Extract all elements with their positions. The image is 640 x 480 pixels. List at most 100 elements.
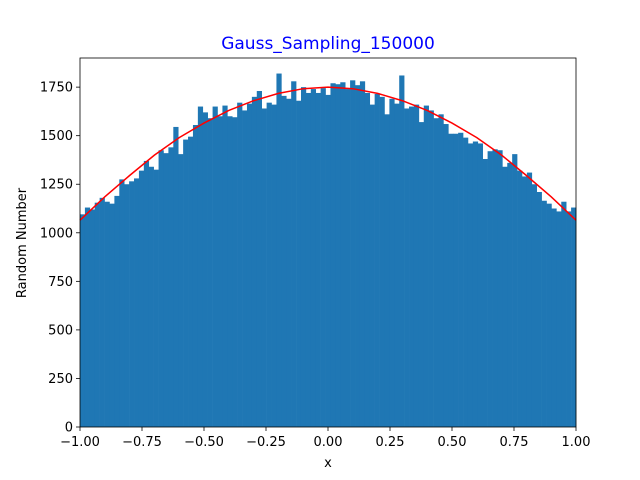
x-axis-ticks: −1.00 −0.75 −0.50 −0.25 0.00 0.25 0.50 0.75 1.00 (60, 427, 590, 450)
histogram-bar (114, 195, 120, 427)
histogram-bar (413, 104, 420, 428)
histogram-bar (104, 201, 110, 427)
histogram-bar (536, 192, 542, 427)
histogram-bar (183, 139, 189, 427)
histogram-bar (507, 162, 513, 427)
x-tick-label: −0.25 (246, 435, 286, 450)
histogram-bar (251, 96, 258, 427)
histogram-bar (286, 98, 292, 427)
histogram-bar (84, 207, 91, 427)
histogram-bar (178, 154, 184, 427)
histogram-bar (467, 143, 474, 427)
histogram-bar (222, 105, 228, 427)
histogram-bar (217, 116, 223, 427)
histogram-bar (521, 176, 528, 427)
histogram-bar (94, 202, 100, 427)
histogram-bar (109, 203, 115, 427)
histogram-bar (531, 184, 538, 427)
histogram-bar (512, 154, 518, 427)
x-tick-label: 0.25 (376, 435, 405, 450)
histogram-bar (551, 208, 557, 427)
histogram-bar (438, 114, 444, 427)
histogram-bar (129, 181, 135, 427)
histogram-bar (138, 170, 145, 427)
histogram-bar (409, 106, 415, 428)
histogram-bar (266, 102, 272, 428)
chart-title: Gauss_Sampling_150000 (221, 34, 435, 54)
histogram-bar (423, 105, 429, 427)
histogram-bar (300, 87, 307, 427)
histogram-bar (202, 112, 208, 427)
histogram-bar (526, 172, 533, 427)
histogram-bar (433, 118, 439, 428)
histogram-bar (482, 158, 488, 428)
histogram-bar (359, 81, 366, 427)
histogram-bar (276, 73, 282, 427)
histogram-bar (227, 116, 233, 427)
gaussian-fit-curve (79, 86, 577, 221)
histogram-bar (394, 103, 400, 427)
histogram-bar (541, 200, 547, 427)
histogram-bar (99, 197, 105, 427)
histogram-bar (281, 95, 287, 428)
histogram-bar (492, 149, 498, 427)
histogram-bar (143, 160, 150, 427)
y-tick-label: 0 (65, 421, 73, 436)
x-tick-label: 0.00 (314, 435, 343, 450)
histogram-bar (310, 89, 317, 427)
histogram-bar (148, 166, 154, 427)
histogram-bar (153, 169, 159, 428)
histogram-bar (158, 150, 164, 427)
histogram-bar (369, 104, 375, 428)
histogram-bar (163, 153, 169, 427)
histogram-bar (320, 88, 326, 427)
x-tick-label: −1.00 (60, 435, 100, 450)
histogram-bar (546, 203, 552, 427)
histogram-bar (188, 136, 194, 427)
histogram-bar (384, 114, 390, 427)
histogram-bar (173, 126, 179, 427)
histogram-bar (134, 178, 140, 427)
x-tick-label: −0.75 (122, 435, 162, 450)
histogram-bar (379, 96, 385, 427)
histogram-bar (207, 118, 213, 428)
histogram-bar (256, 91, 262, 428)
histogram-bar (237, 102, 243, 428)
histogram-bar (355, 85, 361, 427)
histogram-bar (340, 82, 346, 427)
histogram-bar (389, 98, 395, 427)
histogram-bar (566, 211, 572, 427)
y-tick-label: 250 (48, 372, 73, 387)
histogram-bar (197, 106, 204, 428)
histogram-bar (428, 110, 434, 427)
y-tick-label: 1500 (40, 129, 73, 144)
y-tick-label: 1000 (40, 226, 73, 241)
histogram-bar (315, 92, 321, 428)
x-tick-label: 1.00 (562, 435, 591, 450)
y-tick-label: 500 (48, 323, 73, 338)
y-axis-label: Random Number (15, 187, 30, 298)
histogram-bar (399, 75, 405, 427)
histogram-bar (571, 207, 577, 427)
histogram-bar (305, 92, 312, 428)
histogram-bar (463, 137, 469, 427)
histogram-bar (89, 209, 96, 427)
histogram-bar (296, 100, 302, 427)
histogram-bar (556, 211, 562, 427)
histogram-bar (350, 80, 356, 427)
histogram-bar (458, 132, 464, 427)
x-tick-label: −0.50 (184, 435, 224, 450)
y-tick-label: 1750 (40, 81, 73, 96)
histogram-bar (232, 117, 238, 427)
y-tick-label: 750 (48, 275, 73, 290)
x-tick-label: 0.75 (500, 435, 529, 450)
histogram-bar (242, 110, 248, 427)
histogram-bar (271, 104, 277, 428)
histogram-bar (418, 122, 425, 427)
histogram-bar (330, 83, 336, 427)
histogram-bar (246, 103, 253, 427)
histogram-bar (192, 125, 199, 427)
histogram-bar (80, 214, 86, 427)
histogram-bar (291, 81, 297, 427)
